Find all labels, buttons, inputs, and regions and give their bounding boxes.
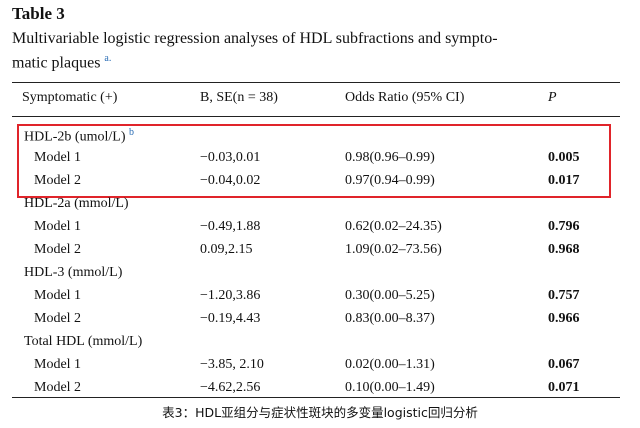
cell: 0.968 — [548, 242, 580, 257]
cell: 0.09,2.15 — [200, 242, 253, 257]
cell: −4.62,2.56 — [200, 380, 261, 395]
cell: 0.98(0.96–0.99) — [345, 150, 435, 165]
rule — [12, 397, 620, 398]
chinese-caption: 表3：HDL亚组分与症状性斑块的多变量logistic回归分析 — [162, 405, 478, 420]
cell: 0.62(0.02–24.35) — [345, 219, 442, 234]
cell: −1.20,3.86 — [200, 288, 261, 303]
cell: 0.071 — [548, 380, 580, 395]
row-label: Model 1 — [34, 150, 82, 165]
row-label: Model 2 — [34, 173, 82, 188]
cell: 0.30(0.00–5.25) — [345, 288, 435, 303]
table-title: Table 3 — [12, 4, 65, 23]
cell: 0.796 — [548, 219, 580, 234]
cell: 0.83(0.00–8.37) — [345, 311, 435, 326]
rule — [12, 82, 620, 83]
column-header: B, SE(n = 38) — [200, 90, 278, 105]
cell: −0.03,0.01 — [200, 150, 261, 165]
group-label: HDL-2a (mmol/L) — [24, 196, 129, 212]
group-text: Total HDL (mmol/L) — [24, 334, 143, 349]
row-label: Model 2 — [34, 311, 82, 326]
column-header: Odds Ratio (95% CI) — [345, 90, 465, 105]
highlight-box — [17, 124, 611, 198]
group-label: HDL-3 (mmol/L) — [24, 265, 122, 281]
cell: −0.04,0.02 — [200, 173, 261, 188]
row-label: Model 2 — [34, 380, 82, 395]
cell: 0.966 — [548, 311, 580, 326]
cell: 0.97(0.94–0.99) — [345, 173, 435, 188]
cell: −0.49,1.88 — [200, 219, 261, 234]
group-text: HDL-3 (mmol/L) — [24, 265, 123, 280]
caption-line: Multivariable logistic regression analys… — [12, 30, 498, 47]
caption-text: matic plaques — [12, 54, 101, 72]
group-text: HDL-2a (mmol/L) — [24, 196, 129, 211]
footnote-mark: a. — [104, 53, 112, 64]
row-label: Model 1 — [34, 288, 82, 303]
group-label: Total HDL (mmol/L) — [24, 334, 142, 350]
group-text: HDL-2b (umol/L) — [24, 129, 126, 145]
cell: 0.017 — [548, 173, 580, 188]
cell: 0.10(0.00–1.49) — [345, 380, 435, 395]
rule — [12, 116, 620, 117]
cell: 0.067 — [548, 357, 580, 372]
row-label: Model 2 — [34, 242, 82, 257]
row-label: Model 1 — [34, 357, 82, 372]
cell: 0.005 — [548, 150, 580, 165]
column-header: Symptomatic (+) — [22, 90, 118, 105]
cell: 0.02(0.00–1.31) — [345, 357, 435, 372]
cell: −0.19,4.43 — [200, 311, 261, 326]
row-label: Model 1 — [34, 219, 82, 234]
cell: −3.85, 2.10 — [200, 357, 264, 372]
caption-line: matic plaques a. — [12, 53, 111, 72]
cell: 1.09(0.02–73.56) — [345, 242, 442, 257]
footnote-mark: b — [128, 127, 134, 138]
cell: 0.757 — [548, 288, 580, 303]
group-label: HDL-2b (umol/L) b — [24, 127, 134, 146]
column-header: P — [548, 90, 557, 105]
